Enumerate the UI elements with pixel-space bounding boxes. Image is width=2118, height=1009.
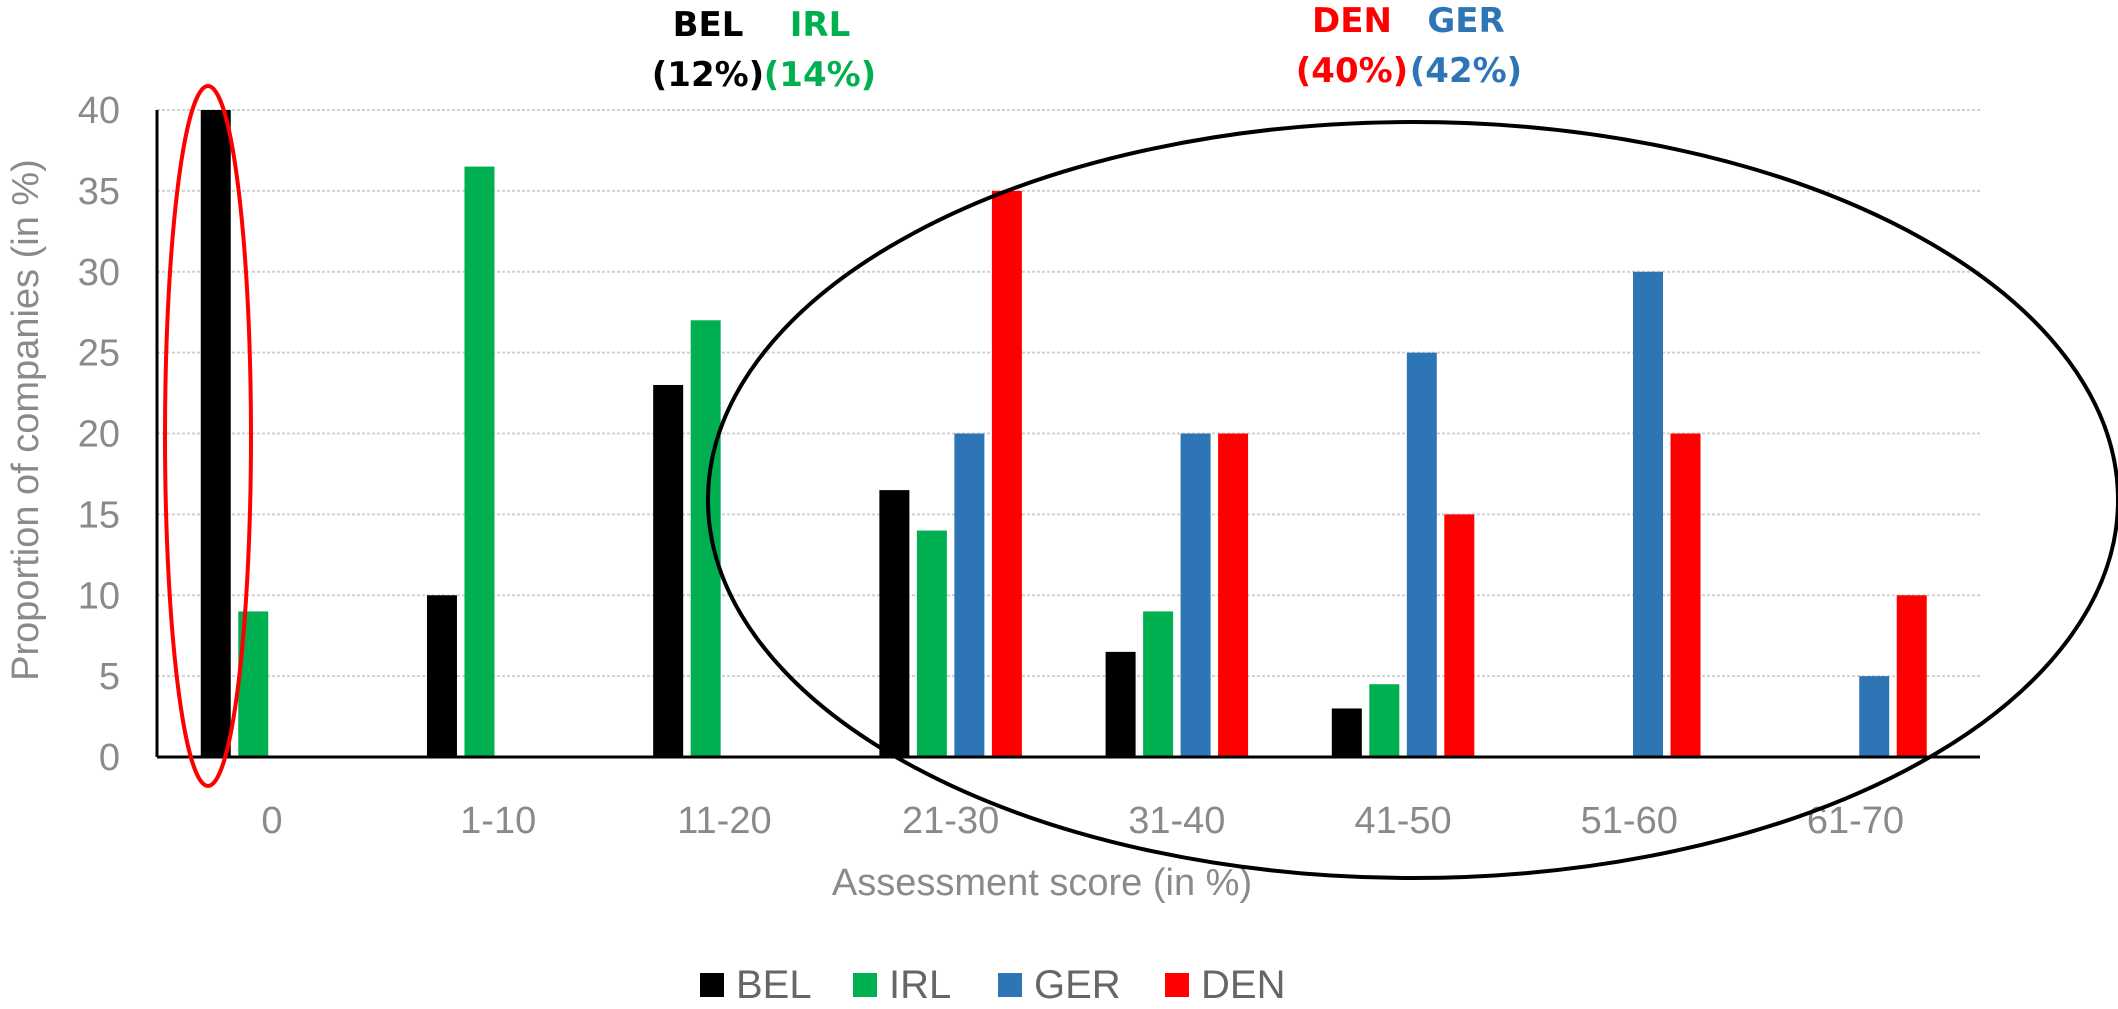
bar-ger xyxy=(1633,271,1664,757)
bar-irl xyxy=(464,166,495,758)
bar-ger xyxy=(954,433,985,757)
x-tick-label: 11-20 xyxy=(677,800,771,842)
x-axis-title: Assessment score (in %) xyxy=(832,862,1252,904)
bar-bel xyxy=(653,384,684,757)
legend-label-irl: IRL xyxy=(889,963,951,1007)
gridlines xyxy=(157,109,1980,678)
annotation-ger: GER (42%) xyxy=(1410,1,1522,91)
legend-swatch-ger xyxy=(998,973,1022,997)
annotation-ger-share: (42%) xyxy=(1410,51,1522,91)
x-tick-label: 51-60 xyxy=(1581,800,1678,842)
y-tick-label: 20 xyxy=(78,414,120,456)
bars xyxy=(200,110,1927,758)
y-tick-label: 0 xyxy=(99,737,120,779)
legend-swatch-den xyxy=(1165,973,1189,997)
legend-swatch-bel xyxy=(700,973,724,997)
legend: BEL IRL GER DEN xyxy=(700,963,1285,1007)
legend-label-ger: GER xyxy=(1034,963,1121,1007)
legend-swatch-irl xyxy=(853,973,877,997)
annotation-bel: BEL (12%) xyxy=(652,5,764,95)
x-tick-labels: 0 1-10 11-20 21-30 31-40 41-50 51-60 61-70 xyxy=(261,800,1904,842)
y-tick-labels: 0 5 10 15 20 25 30 35 40 xyxy=(78,90,120,779)
bar-den xyxy=(1218,433,1249,757)
bar-bel xyxy=(1331,708,1362,757)
bar-irl xyxy=(1369,684,1400,757)
x-tick-label: 31-40 xyxy=(1128,800,1225,842)
legend-label-den: DEN xyxy=(1201,963,1285,1007)
annotation-den-share: (40%) xyxy=(1296,51,1408,91)
y-tick-label: 30 xyxy=(78,252,120,294)
bar-den xyxy=(991,190,1022,757)
highlight-ellipse-black xyxy=(706,120,2118,880)
y-tick-label: 10 xyxy=(78,575,120,617)
axes xyxy=(155,110,1980,759)
x-tick-label: 41-50 xyxy=(1354,800,1451,842)
y-tick-label: 25 xyxy=(78,333,120,375)
bar-bel xyxy=(1105,651,1136,757)
bar-bel xyxy=(879,490,910,757)
bar-den xyxy=(1896,595,1927,757)
bar-bel xyxy=(200,110,231,757)
bar-bel xyxy=(426,595,457,757)
bar-ger xyxy=(1406,352,1437,757)
y-tick-label: 15 xyxy=(78,494,120,536)
x-tick-label: 1-10 xyxy=(460,800,536,842)
annotation-den: DEN (40%) xyxy=(1296,1,1408,91)
bar-ger xyxy=(1180,433,1211,757)
x-tick-label: 0 xyxy=(261,800,282,842)
annotation-ger-label: GER xyxy=(1427,1,1504,41)
y-axis-title: Proportion of companies (in %) xyxy=(5,159,47,681)
legend-label-bel: BEL xyxy=(736,963,812,1007)
annotation-bel-label: BEL xyxy=(673,5,744,45)
bar-irl xyxy=(916,530,947,757)
annotation-bel-share: (12%) xyxy=(652,55,764,95)
y-tick-label: 5 xyxy=(99,656,120,698)
y-tick-label: 40 xyxy=(78,90,120,132)
annotation-den-label: DEN xyxy=(1312,1,1392,41)
bar-irl xyxy=(690,320,721,757)
x-tick-label: 21-30 xyxy=(902,800,999,842)
bar-den xyxy=(1444,514,1475,757)
highlight-ellipse-red xyxy=(163,84,253,788)
annotation-irl-label: IRL xyxy=(790,5,851,45)
bar-ger xyxy=(1859,676,1890,757)
bar-irl xyxy=(1143,611,1174,757)
y-tick-label: 35 xyxy=(78,171,120,213)
bar-den xyxy=(1670,433,1701,757)
annotation-irl: IRL (14%) xyxy=(764,5,876,95)
annotation-irl-share: (14%) xyxy=(764,55,876,95)
